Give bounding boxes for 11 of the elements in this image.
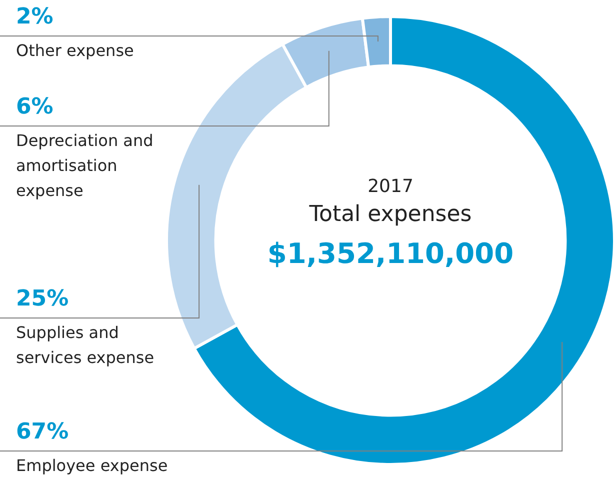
slice-label: Depreciation and amortisation expense xyxy=(16,131,154,200)
text: Total expenses xyxy=(308,202,472,228)
data-label: 2% xyxy=(16,4,54,30)
slice-label: Employee expense xyxy=(16,456,168,476)
text: 2017 xyxy=(368,176,414,198)
data-label: 25% xyxy=(16,286,69,312)
slice-label: Supplies and services expense xyxy=(16,323,154,368)
slice-label: Other expense xyxy=(16,41,134,60)
text: $1,352,110,000 xyxy=(267,236,514,270)
data-label: 6% xyxy=(16,94,54,120)
data-label: 67% xyxy=(16,420,69,445)
